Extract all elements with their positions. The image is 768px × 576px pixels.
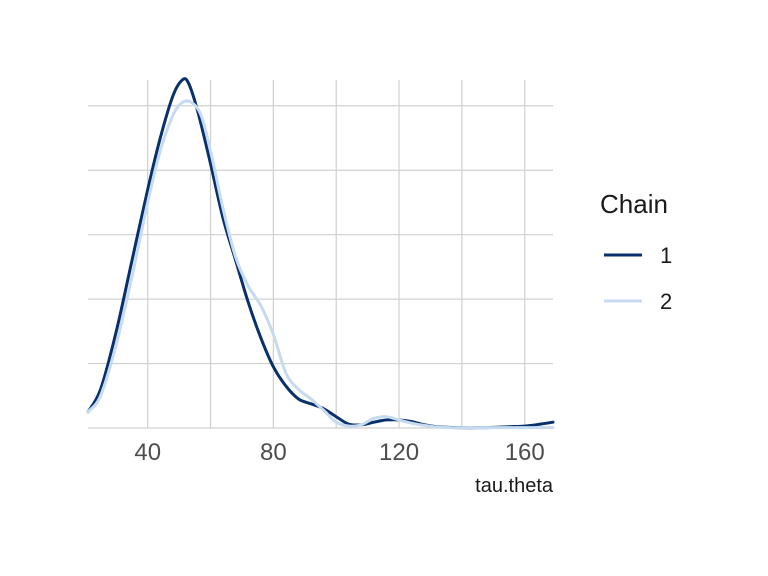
legend-label-chain-1: 1 — [660, 243, 672, 268]
series-line-chain-2 — [86, 99, 555, 430]
series-line-chain-1 — [86, 77, 555, 430]
legend: Chain 1 2 — [600, 189, 672, 314]
series-lines — [86, 77, 555, 430]
x-axis-title: tau.theta — [475, 475, 554, 497]
x-tick-label: 120 — [379, 439, 419, 466]
legend-label-chain-2: 2 — [660, 289, 672, 314]
x-tick-label: 40 — [134, 439, 161, 466]
x-axis: 40 80 120 160 — [134, 439, 544, 466]
legend-title: Chain — [600, 189, 668, 219]
x-tick-label: 80 — [260, 439, 287, 466]
grid — [88, 80, 553, 429]
x-tick-label: 160 — [505, 439, 545, 466]
